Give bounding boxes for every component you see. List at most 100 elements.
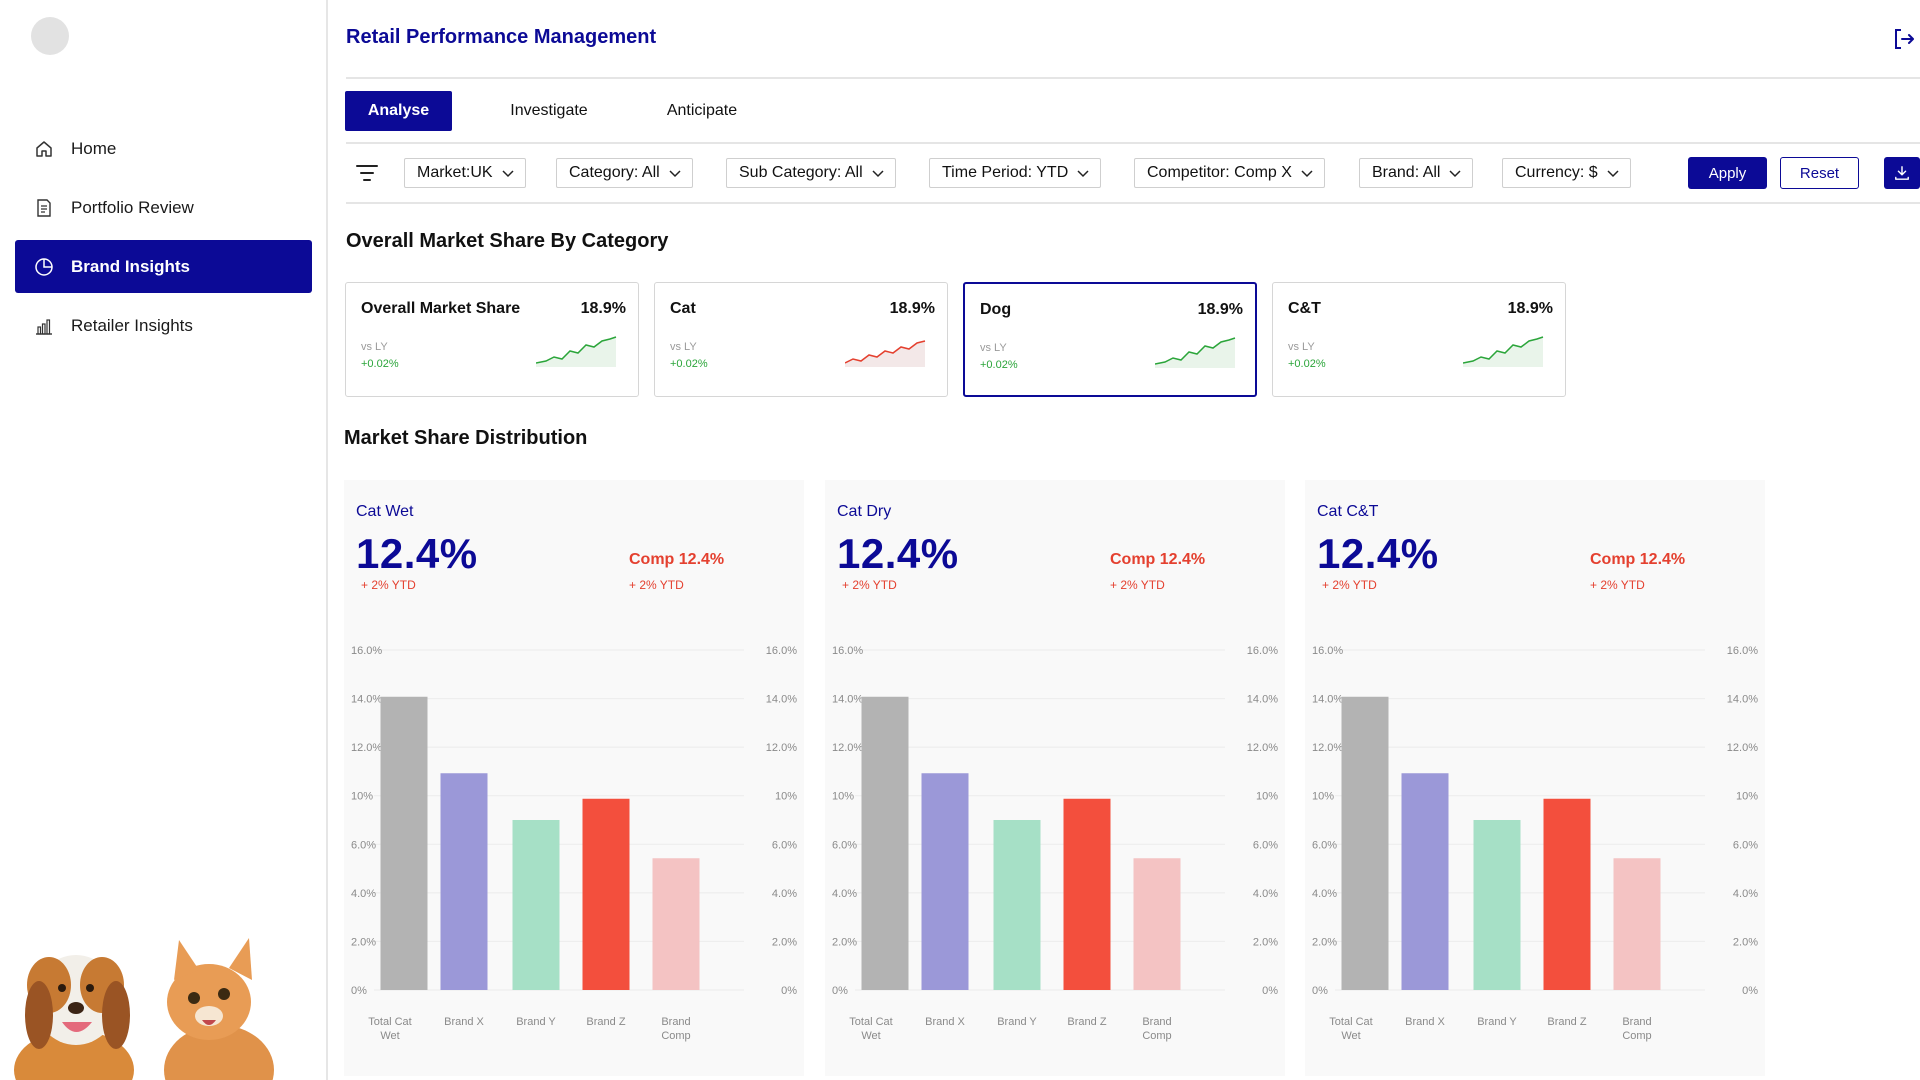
panel-comp-value: Comp 12.4% xyxy=(629,551,725,568)
y-tick-label-left: 16.0% xyxy=(351,645,382,657)
panel-ytd: + 2% YTD xyxy=(1322,578,1377,592)
sparkline xyxy=(536,336,617,367)
chevron-down-icon xyxy=(1607,170,1619,178)
kpi-card-compare-label: vs LY xyxy=(1288,341,1315,353)
x-tick-label: Brand Y xyxy=(516,1016,556,1028)
download-button[interactable] xyxy=(1884,157,1920,189)
competitor-filter[interactable]: Competitor: Comp X xyxy=(1134,158,1325,188)
y-tick-label-right: 2.0% xyxy=(772,936,797,948)
sidebar-item-label: Brand Insights xyxy=(71,256,191,276)
currency-filter[interactable]: Currency: $ xyxy=(1502,158,1631,188)
sidebar-item-portfolio-review[interactable]: Portfolio Review xyxy=(15,181,312,234)
panel-ytd: + 2% YTD xyxy=(361,578,416,592)
y-tick-label-left: 16.0% xyxy=(1312,645,1343,657)
bar xyxy=(512,820,560,990)
y-tick-label-left: 0% xyxy=(351,985,367,997)
kpi-card-delta: +0.02% xyxy=(361,358,399,370)
y-tick-label-left: 10% xyxy=(351,791,373,803)
y-tick-label-left: 14.0% xyxy=(351,694,382,706)
y-tick-label-right: 0% xyxy=(1262,985,1278,997)
kpi-card[interactable]: Cat 18.9% vs LY +0.02% xyxy=(654,282,948,397)
sparkline xyxy=(1463,336,1544,367)
sparkline-area xyxy=(845,341,925,367)
chevron-down-icon xyxy=(1077,170,1089,178)
y-tick-label-left: 12.0% xyxy=(832,742,863,754)
chart-panel-cat-wet: Cat Wet 12.4% + 2% YTD Comp 12.4% + 2% Y… xyxy=(344,480,804,1076)
y-tick-label-right: 16.0% xyxy=(1727,645,1758,657)
y-tick-label-left: 6.0% xyxy=(1312,839,1337,851)
sidebar: Home Portfolio Review Brand Insights Ret… xyxy=(0,0,328,1080)
y-tick-label-right: 14.0% xyxy=(1727,694,1758,706)
y-tick-label-right: 16.0% xyxy=(766,645,797,657)
kpi-card-compare-label: vs LY xyxy=(361,341,388,353)
x-tick-label: Brand X xyxy=(444,1016,484,1028)
bar-chart: 16.0% 16.0% 14.0% 14.0% 12.0% 12.0% 10% 10% 6.0%… xyxy=(1312,645,1758,1042)
panel-ytd: + 2% YTD xyxy=(842,578,897,592)
y-tick-label-right: 2.0% xyxy=(1733,936,1758,948)
kpi-card[interactable]: C&T 18.9% vs LY +0.02% xyxy=(1272,282,1566,397)
avatar[interactable] xyxy=(31,17,69,55)
sidebar-item-label: Home xyxy=(71,138,117,158)
kpi-card-value: 18.9% xyxy=(1507,300,1553,317)
y-tick-label-right: 0% xyxy=(781,985,797,997)
kpi-card-name: Cat xyxy=(670,300,696,317)
brand-filter[interactable]: Brand: All xyxy=(1359,158,1474,188)
x-tick-label: Total Cat Wet xyxy=(1329,1016,1372,1042)
brand-filter-label: Brand: All xyxy=(1372,164,1441,181)
time-period-filter[interactable]: Time Period: YTD xyxy=(929,158,1102,188)
tab-anticipate[interactable]: Anticipate xyxy=(666,102,738,119)
y-tick-label-right: 12.0% xyxy=(1727,742,1758,754)
kpi-card[interactable]: Overall Market Share 18.9% vs LY +0.02% xyxy=(345,282,639,397)
bar xyxy=(1401,773,1449,990)
y-tick-label-left: 10% xyxy=(1312,791,1334,803)
x-tick-label: Total Cat Wet xyxy=(368,1016,411,1042)
sidebar-item-home[interactable]: Home xyxy=(15,122,312,175)
bar xyxy=(1063,798,1111,990)
reset-button[interactable]: Reset xyxy=(1780,157,1859,189)
x-tick-label: Brand X xyxy=(925,1016,965,1028)
y-tick-label-right: 14.0% xyxy=(766,694,797,706)
sidebar-item-retailer-insights[interactable]: Retailer Insights xyxy=(15,299,312,352)
kpi-card-compare-label: vs LY xyxy=(980,342,1007,354)
app-title: Retail Performance Management xyxy=(346,26,657,48)
tab-bar: Analyse Investigate Anticipate xyxy=(345,91,766,131)
tab-investigate[interactable]: Investigate xyxy=(510,102,588,119)
market-filter[interactable]: Market:UK xyxy=(404,158,526,188)
panel-comp-value: Comp 12.4% xyxy=(1590,551,1686,568)
chevron-down-icon xyxy=(1301,170,1313,178)
y-tick-label-left: 0% xyxy=(832,985,848,997)
kpi-card-delta: +0.02% xyxy=(670,358,708,370)
y-tick-label-left: 12.0% xyxy=(351,742,382,754)
sidebar-item-label: Portfolio Review xyxy=(71,197,194,217)
sub-category-filter[interactable]: Sub Category: All xyxy=(726,158,896,188)
y-tick-label-left: 4.0% xyxy=(1312,888,1337,900)
y-tick-label-right: 0% xyxy=(1742,985,1758,997)
sparkline xyxy=(845,340,926,367)
kpi-card[interactable]: Dog 18.9% vs LY +0.02% xyxy=(963,282,1257,397)
kpi-card-value: 18.9% xyxy=(889,300,935,317)
y-tick-label-left: 16.0% xyxy=(832,645,863,657)
logout-icon[interactable] xyxy=(1892,27,1916,51)
sparkline xyxy=(1155,337,1236,368)
y-tick-label-right: 14.0% xyxy=(1247,694,1278,706)
y-tick-label-right: 6.0% xyxy=(772,839,797,851)
bar xyxy=(1543,798,1591,990)
x-tick-label: Brand Z xyxy=(1547,1016,1586,1028)
kpi-card-value: 18.9% xyxy=(1197,301,1243,318)
filter-icon[interactable] xyxy=(355,162,379,184)
panel-comp-ytd: + 2% YTD xyxy=(1110,578,1165,592)
x-tick-label: Brand Y xyxy=(1477,1016,1517,1028)
sparkline-line xyxy=(1155,337,1236,365)
category-filter[interactable]: Category: All xyxy=(556,158,693,188)
x-tick-label: Brand Z xyxy=(1067,1016,1106,1028)
bar-chart: 16.0% 16.0% 14.0% 14.0% 12.0% 12.0% 10% 10% 6.0%… xyxy=(351,645,797,1042)
apply-button[interactable]: Apply xyxy=(1688,157,1767,189)
chart-panel-cat-ct: Cat C&T 12.4% + 2% YTD Comp 12.4% + 2% Y… xyxy=(1305,480,1765,1076)
currency-filter-label: Currency: $ xyxy=(1515,164,1598,181)
sidebar-item-brand-insights[interactable]: Brand Insights xyxy=(15,240,312,293)
x-tick-label: Total Cat Wet xyxy=(849,1016,892,1042)
tab-analyse[interactable]: Analyse xyxy=(345,91,452,131)
chevron-down-icon xyxy=(1449,170,1462,178)
sidebar-nav: Home Portfolio Review Brand Insights Ret… xyxy=(15,122,312,358)
kpi-card-compare-label: vs LY xyxy=(670,341,697,353)
